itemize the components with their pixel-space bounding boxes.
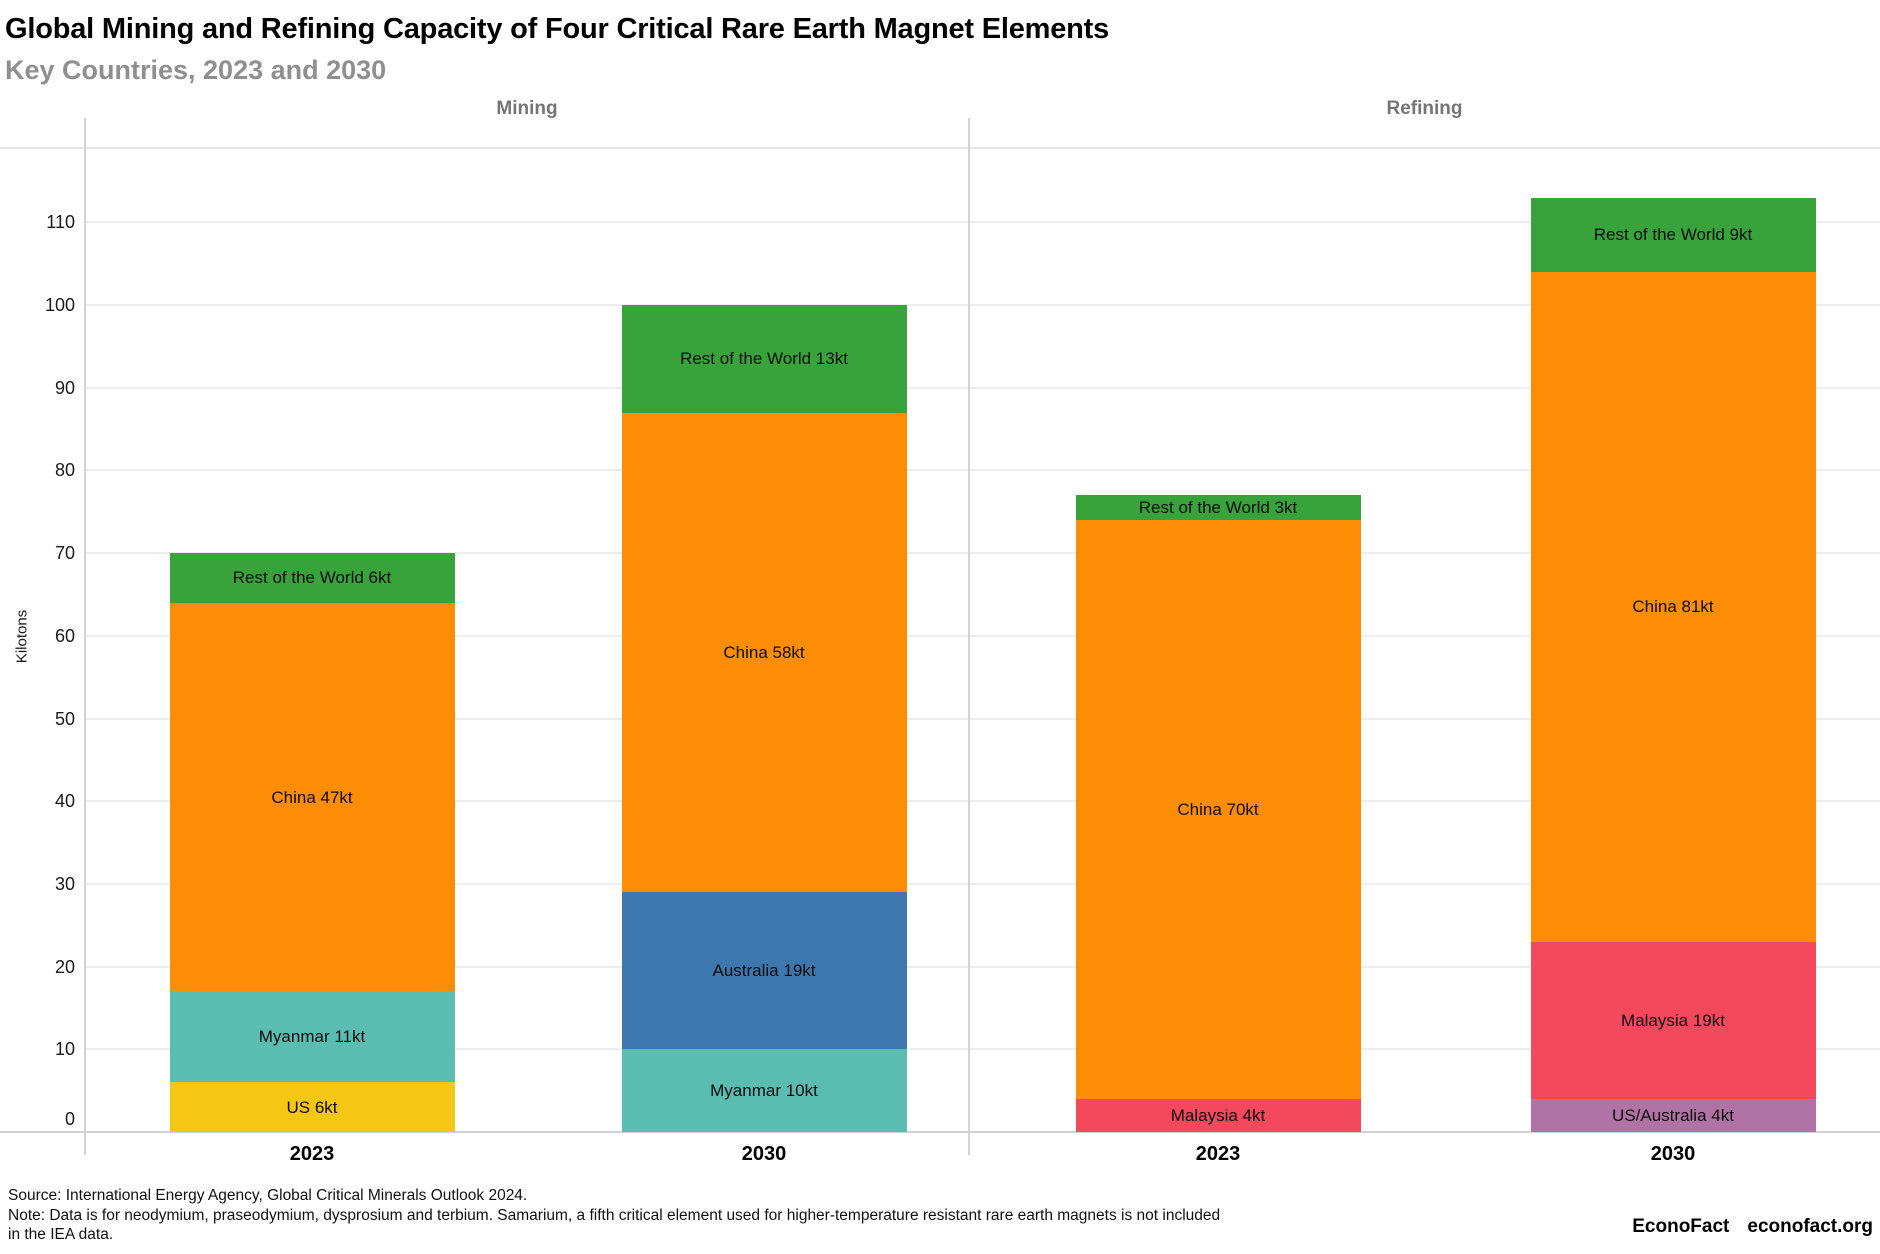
source-note: Source: International Energy Agency, Glo…	[8, 1187, 528, 1204]
plot-top-border	[0, 147, 1880, 149]
y-tick-label-90: 90	[54, 377, 75, 398]
segment-label: Rest of the World 6kt	[232, 568, 392, 588]
x-tick-label-refining-2023: 2023	[1195, 1143, 1241, 1165]
segment-label: Malaysia 19kt	[1621, 1010, 1725, 1030]
segment-label: Rest of the World 3kt	[1138, 498, 1298, 518]
y-tick-label-100: 100	[44, 295, 75, 316]
y-tick-label-0: 0	[64, 1109, 75, 1129]
gridline-20	[85, 965, 1880, 968]
y-tick-label-70: 70	[54, 543, 75, 564]
gridline-80	[85, 469, 1880, 472]
x-axis-line	[0, 1131, 1880, 1133]
gridline-40	[85, 800, 1880, 803]
x-tick-label-refining-2030: 2030	[1650, 1143, 1696, 1165]
gridline-50	[85, 717, 1880, 720]
y-tick-label-30: 30	[54, 873, 75, 894]
gridline-110	[85, 221, 1880, 224]
x-tick-label-mining-2023: 2023	[289, 1143, 335, 1165]
panel-label-mining: Mining	[496, 98, 558, 119]
bar-segment-mining-2023-us: US 6kt	[169, 1082, 455, 1132]
bar-segment-refining-2030-malaysia: Malaysia 19kt	[1530, 941, 1816, 1099]
gridline-60	[85, 634, 1880, 637]
segment-label: Rest of the World 9kt	[1593, 225, 1753, 245]
gridline-90	[85, 386, 1880, 389]
data-note-line2: in the IEA data.	[8, 1226, 114, 1243]
segment-label: Rest of the World 13kt	[680, 349, 848, 369]
segment-label: US/Australia 4kt	[1612, 1105, 1734, 1125]
bar-segment-refining-2030-us-australia: US/Australia 4kt	[1530, 1098, 1816, 1132]
y-tick-label-110: 110	[46, 212, 75, 233]
bar-segment-mining-2030-china: China 58kt	[621, 412, 907, 893]
y-tick-label-60: 60	[54, 625, 75, 646]
bar-segment-refining-2023-malaysia: Malaysia 4kt	[1075, 1098, 1361, 1132]
panel-divider-line	[968, 118, 970, 1155]
segment-label: Malaysia 4kt	[1170, 1105, 1266, 1125]
y-tick-label-80: 80	[54, 460, 75, 481]
y-tick-label-20: 20	[54, 956, 75, 977]
footer-notes: Source: International Energy Agency, Glo…	[8, 1186, 1220, 1245]
bar-segment-mining-2023-myanmar: Myanmar 11kt	[169, 991, 455, 1083]
chart-title: Global Mining and Refining Capacity of F…	[5, 13, 1110, 45]
bar-segment-refining-2023-china: China 70kt	[1075, 520, 1361, 1099]
segment-label: China 58kt	[723, 642, 805, 662]
x-tick-label-mining-2030: 2030	[741, 1143, 787, 1165]
segment-label: China 70kt	[1177, 800, 1259, 819]
bar-segment-refining-2030-rest-of-the-world: Rest of the World 9kt	[1530, 197, 1816, 273]
panel-label-refining: Refining	[1386, 98, 1463, 119]
bar-segment-mining-2023-china: China 47kt	[169, 602, 455, 992]
y-axis-line	[84, 118, 86, 1155]
brand-econofact: EconoFact	[1632, 1216, 1730, 1237]
segment-label: China 47kt	[271, 787, 353, 807]
segment-label: US 6kt	[286, 1097, 338, 1117]
gridline-100	[85, 304, 1880, 307]
gridline-30	[85, 882, 1880, 885]
segment-label: Australia 19kt	[712, 961, 816, 981]
bar-segment-mining-2023-rest-of-the-world: Rest of the World 6kt	[169, 553, 455, 603]
y-tick-label-50: 50	[54, 708, 75, 729]
bar-segment-mining-2030-myanmar: Myanmar 10kt	[621, 1049, 907, 1132]
bar-segment-mining-2030-australia: Australia 19kt	[621, 892, 907, 1050]
brand: EconoFact econofact.org	[1632, 1216, 1873, 1238]
segment-label: Myanmar 10kt	[710, 1081, 818, 1101]
chart-subtitle: Key Countries, 2023 and 2030	[5, 55, 387, 85]
gridline-70	[85, 552, 1880, 555]
gridline-10	[85, 1048, 1880, 1051]
bar-segment-mining-2030-rest-of-the-world: Rest of the World 13kt	[621, 305, 907, 413]
data-note-line1: Note: Data is for neodymium, praseodymiu…	[8, 1206, 1221, 1224]
brand-url: econofact.org	[1747, 1216, 1873, 1237]
y-tick-label-40: 40	[54, 791, 75, 812]
bar-segment-refining-2030-china: China 81kt	[1530, 272, 1816, 942]
bar-segment-refining-2023-rest-of-the-world: Rest of the World 3kt	[1075, 495, 1361, 521]
segment-label: Myanmar 11kt	[258, 1027, 366, 1047]
y-tick-label-10: 10	[54, 1039, 75, 1060]
segment-label: China 81kt	[1632, 597, 1714, 617]
